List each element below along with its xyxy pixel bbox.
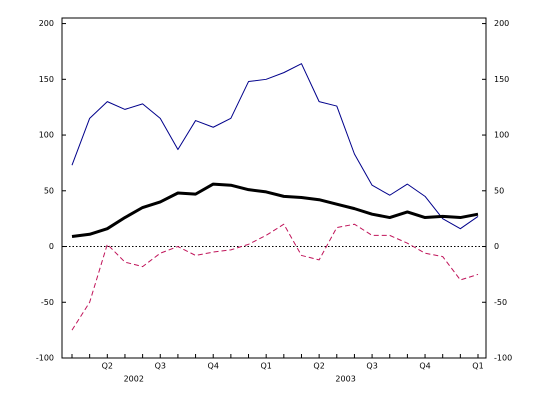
year-label: 2002: [124, 375, 144, 384]
y-tick-label: 50: [44, 186, 54, 195]
x-tick-label: Q3: [155, 362, 166, 371]
x-tick-label: Q4: [208, 362, 219, 371]
y2-tick-label: -100: [494, 354, 512, 363]
x-tick-label: Q1: [260, 362, 271, 371]
x-tick-label: Q1: [472, 362, 483, 371]
y2-tick-label: -50: [494, 298, 507, 307]
y2-tick-label: 200: [494, 19, 509, 28]
y-tick-label: 0: [49, 242, 54, 251]
y-tick-label: -50: [41, 298, 54, 307]
x-tick-label: Q3: [366, 362, 377, 371]
y-tick-label: 200: [39, 19, 54, 28]
y-tick-label: 100: [39, 131, 54, 140]
y2-tick-label: 50: [494, 186, 504, 195]
x-tick-label: Q2: [313, 362, 324, 371]
y2-tick-label: 150: [494, 75, 509, 84]
x-tick-label: Q4: [419, 362, 430, 371]
series-line: [71, 223, 479, 331]
x-tick-label: Q2: [102, 362, 113, 371]
year-label: 2003: [335, 375, 355, 384]
plot-frame: [61, 17, 487, 359]
series-line: [71, 182, 479, 238]
y2-tick-label: 0: [494, 242, 499, 251]
series-line: [71, 63, 479, 230]
y-tick-label: -100: [36, 354, 54, 363]
y2-tick-label: 100: [494, 131, 509, 140]
y-tick-label: 150: [39, 75, 54, 84]
